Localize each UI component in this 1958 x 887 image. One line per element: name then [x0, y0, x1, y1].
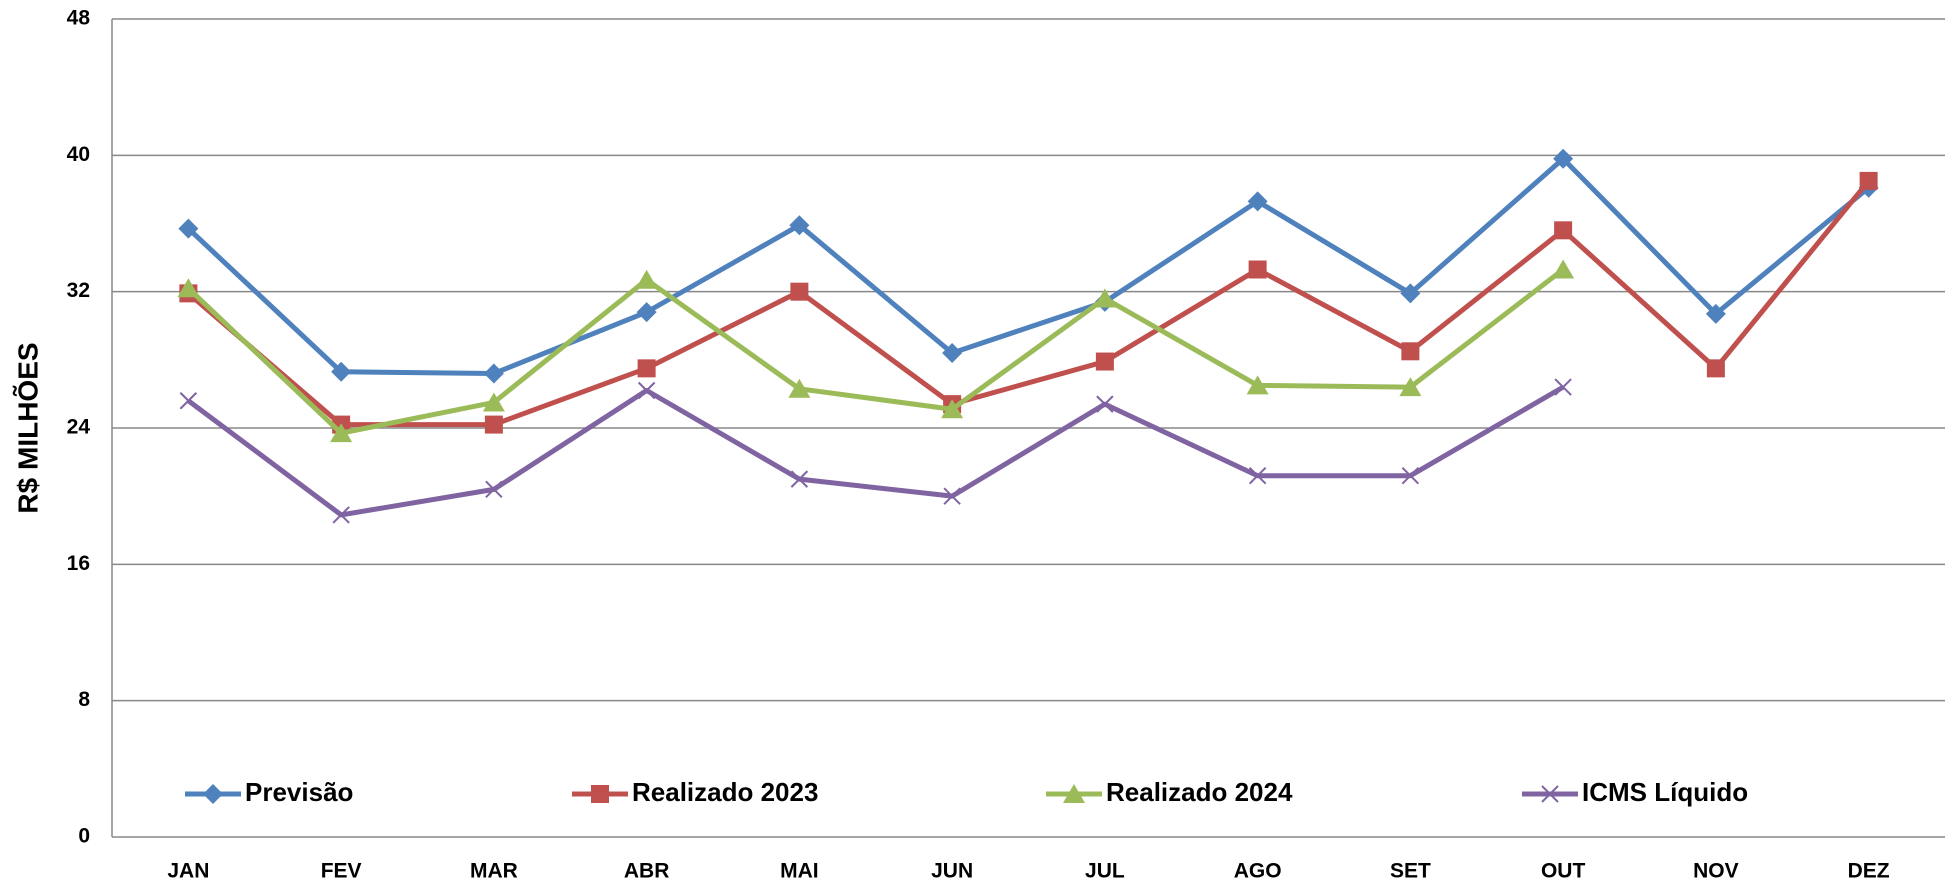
point: [790, 470, 809, 488]
legend-marker: [1541, 785, 1559, 803]
x-tick-label: JUL: [1085, 860, 1125, 883]
point: [1553, 148, 1574, 169]
y-tick-label: 32: [67, 279, 90, 302]
point: [1246, 375, 1269, 395]
legend-label: Realizado 2024: [1106, 777, 1293, 807]
point: [1096, 395, 1114, 413]
y-axis-title: R$ MILHÕES: [12, 342, 43, 513]
x-tick-label: MAR: [470, 860, 518, 883]
point: [482, 392, 505, 412]
x-tick-label: DEZ: [1848, 860, 1890, 883]
point: [1859, 171, 1878, 190]
series-line: [186, 267, 1565, 436]
point: [1401, 467, 1420, 485]
y-tick-label: 24: [67, 416, 91, 439]
legend-label: Previsão: [245, 777, 353, 807]
x-tick-label: SET: [1390, 860, 1431, 883]
y-tick-label: 40: [67, 143, 90, 166]
point: [1399, 377, 1422, 397]
y-tick-label: 8: [78, 688, 90, 711]
x-tick-label: ABR: [624, 860, 670, 883]
x-tick-label: NOV: [1693, 860, 1739, 883]
point: [177, 278, 200, 298]
point: [179, 392, 198, 410]
point: [332, 506, 350, 524]
point: [1093, 288, 1116, 308]
y-tick-label: 16: [67, 552, 90, 575]
point: [637, 381, 656, 400]
point: [1401, 342, 1420, 361]
legend-marker: [591, 785, 609, 803]
point: [331, 361, 352, 382]
x-tick-label: OUT: [1541, 860, 1586, 883]
x-tick-label: FEV: [321, 860, 362, 883]
point: [636, 302, 657, 323]
x-tick-label: JAN: [167, 860, 209, 883]
point: [789, 215, 810, 236]
point: [330, 423, 353, 443]
y-tick-label: 48: [67, 7, 91, 30]
point: [788, 378, 811, 398]
point: [1552, 259, 1575, 279]
point: [637, 359, 656, 378]
series-line: [186, 156, 1871, 376]
point: [484, 415, 503, 434]
point: [1247, 191, 1268, 212]
point: [1706, 359, 1725, 378]
point: [1705, 303, 1726, 324]
point: [1248, 260, 1267, 279]
point: [1554, 221, 1573, 240]
point: [1400, 283, 1421, 304]
point: [485, 480, 503, 499]
legend-label: ICMS Líquido: [1582, 777, 1748, 807]
y-tick-label: 0: [78, 825, 90, 848]
series-line: [186, 384, 1565, 518]
legend-marker: [203, 784, 223, 804]
point: [941, 399, 964, 419]
point: [483, 363, 504, 384]
point: [943, 487, 961, 505]
point: [1554, 378, 1572, 396]
point: [178, 218, 199, 239]
point: [942, 343, 963, 364]
point: [1248, 467, 1267, 485]
point: [790, 282, 809, 301]
point: [635, 269, 658, 289]
legend-label: Realizado 2023: [632, 777, 818, 807]
point: [1095, 352, 1114, 371]
x-tick-label: AGO: [1234, 860, 1282, 883]
series-line: [186, 179, 1871, 428]
x-tick-label: MAI: [780, 860, 819, 883]
legend-marker: [1063, 784, 1085, 803]
x-tick-label: JUN: [931, 860, 973, 883]
